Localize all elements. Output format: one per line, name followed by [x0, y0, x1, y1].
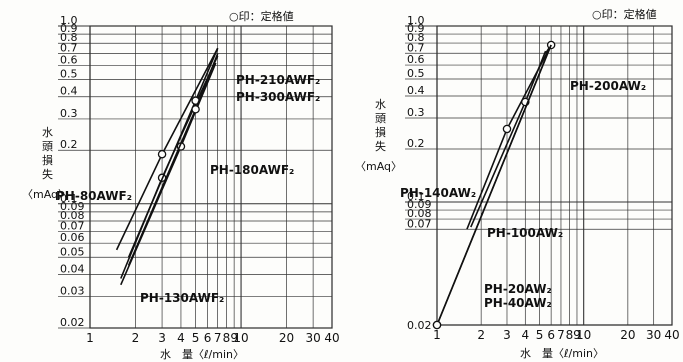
- x-axis-label-right: 水 量〈ℓ/min〉: [520, 347, 604, 360]
- y-axis-label-part: 〈mAq〉: [355, 160, 402, 173]
- series-left: PH-80AWF₂ PH-130AWF₂ PH-180AWF₂ PH-210AWF₂ P…: [56, 47, 320, 305]
- y-tick-label: 0.6: [60, 53, 78, 66]
- y-tick-label: 0.3: [407, 106, 425, 119]
- y-tick-label: 0.7: [407, 41, 425, 54]
- x-tick-label: 20: [279, 331, 294, 345]
- rated-point: [432, 320, 442, 330]
- y-tick-label: 0.09: [407, 198, 432, 211]
- x-tick-label: 3: [503, 328, 511, 342]
- y-tick-label: 0.9: [60, 22, 78, 35]
- x-tick-label: 10: [576, 328, 591, 342]
- y-tick-label: 0.02: [60, 316, 85, 329]
- series-label: PH-140AW₂: [400, 186, 476, 200]
- y-axis-label-part: 水: [375, 98, 386, 111]
- x-tick-label: 4: [521, 328, 529, 342]
- note-right: ○印：定格値: [592, 7, 657, 21]
- x-tick-label: 30: [646, 328, 661, 342]
- y-tick-label: 0.05: [60, 245, 85, 258]
- x-tick-label: 9: [230, 331, 238, 345]
- y-axis-label-part: 頭: [375, 112, 386, 125]
- y-tick-label: 0.04: [60, 262, 85, 275]
- y-axis-label-part: 水: [42, 126, 53, 139]
- y-tick-label: 0.5: [407, 67, 425, 80]
- y-axis-label-part: 頭: [42, 140, 53, 153]
- series-line: [127, 53, 219, 266]
- y-tick-label: 0.4: [60, 85, 78, 98]
- y-axis-label-part: 失: [375, 140, 386, 153]
- y-tick-label: 0.03: [60, 285, 85, 298]
- y-tick-label: 0.02: [407, 319, 432, 332]
- x-tick-label: 8: [223, 331, 231, 345]
- series-label: PH-20AW₂: [484, 282, 552, 296]
- grid-right: 1 2 3 4 5 6 7 8 910 20 30 400.070.080.090.10.20.30.…: [405, 14, 680, 342]
- y-tick-label: 0.5: [60, 68, 78, 81]
- x-tick-label: 1: [86, 331, 94, 345]
- y-axis-label-part: 失: [42, 168, 53, 181]
- x-tick-label: 1: [433, 328, 441, 342]
- x-tick-label: 6: [547, 328, 555, 342]
- x-tick-label: 8: [566, 328, 574, 342]
- x-tick-label: 40: [664, 328, 679, 342]
- x-axis-label-left: 水 量〈ℓ/min〉: [160, 348, 244, 361]
- x-tick-label: 2: [477, 328, 485, 342]
- x-tick-label: 10: [233, 331, 248, 345]
- y-tick-label: 0.2: [407, 137, 425, 150]
- y-tick-label: 0.2: [60, 138, 78, 151]
- series-line: [436, 44, 552, 326]
- chart-left: ○印：定格値 1 2 3 4 5 6 7 8 910 20 30 40 0.02 0.03 0.04 0.05…: [22, 9, 340, 361]
- y-tick-label: 0.9: [407, 22, 425, 35]
- y-axis-label-part: 損: [375, 125, 386, 139]
- x-tick-label: 7: [214, 331, 222, 345]
- y-tick-label: 0.06: [60, 231, 85, 244]
- series-line: [470, 50, 547, 228]
- x-tick-label: 30: [305, 331, 320, 345]
- y-tick-label: 0.3: [60, 107, 78, 120]
- series-label: PH-210AWF₂: [236, 73, 320, 87]
- x-tick-label: 3: [158, 331, 166, 345]
- series-line: [115, 47, 219, 251]
- y-axis-label-part: 損: [42, 153, 53, 167]
- rated-point: [157, 149, 167, 159]
- rated-point: [502, 124, 512, 134]
- y-tick-label: 1.0: [407, 14, 425, 27]
- y-tick-label: 0.1: [60, 192, 78, 205]
- y-axis-label-part: 〈mAq〉: [22, 188, 69, 201]
- rated-point: [546, 40, 556, 50]
- series-label: PH-80AWF₂: [56, 189, 132, 203]
- y-tick-label: 0.4: [407, 84, 425, 97]
- x-tick-label: 4: [177, 331, 185, 345]
- y-tick-label: 0.09: [60, 200, 85, 213]
- x-tick-label: 5: [192, 331, 200, 345]
- y-tick-label: 0.7: [60, 42, 78, 55]
- series-label: PH-300AWF₂: [236, 90, 320, 104]
- series-right: PH-140AW₂ PH-100AW₂ PH-200AW₂ PH-20AW₂PH-40…: [400, 40, 646, 330]
- series-label: PH-180AWF₂: [210, 163, 294, 177]
- grid-left: 1 2 3 4 5 6 7 8 910 20 30 400.020.030.040.050.060.0…: [58, 14, 340, 345]
- y-tick-label: 1.0: [60, 14, 78, 27]
- chart-right: ○印：定格値 1 2 3 4 5 6 7 8 910 20 30 400.070.080.090.10…: [355, 7, 680, 360]
- series-label: PH-200AW₂: [570, 79, 646, 93]
- series-label: PH-40AW₂: [484, 296, 552, 310]
- y-tick-label: 0.07: [407, 217, 432, 230]
- plot-frame: [436, 25, 673, 326]
- x-tick-label: 20: [620, 328, 635, 342]
- series-label: PH-130AWF₂: [140, 291, 224, 305]
- x-tick-label: 7: [557, 328, 565, 342]
- y-tick-label: 0.1: [407, 190, 425, 203]
- x-tick-label: 5: [536, 328, 544, 342]
- y-tick-label: 0.07: [60, 219, 85, 232]
- x-tick-label: 6: [204, 331, 212, 345]
- note-left: ○印：定格値: [229, 9, 294, 23]
- x-tick-label: 9: [573, 328, 581, 342]
- y-tick-label: 0.6: [407, 53, 425, 66]
- series-label: PH-100AW₂: [487, 226, 563, 240]
- x-tick-label: 40: [324, 331, 339, 345]
- x-tick-label: 2: [132, 331, 140, 345]
- rated-point: [191, 105, 200, 114]
